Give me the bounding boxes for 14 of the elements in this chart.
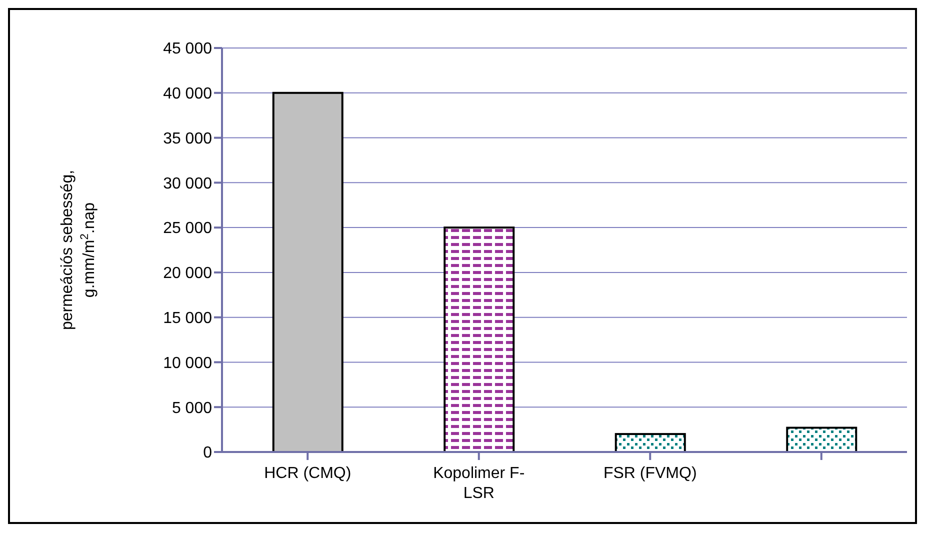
y-tick-label: 40 000 (163, 86, 212, 103)
y-tick-label: 25 000 (163, 220, 212, 238)
y-tick-label: 15 000 (163, 310, 212, 328)
y-tick-label: 30 000 (163, 175, 212, 192)
x-tick-label: FSR (FVMQ) (603, 465, 697, 482)
y-tick-label: 5 000 (172, 400, 212, 417)
bar (272, 92, 344, 452)
y-tick-label: 10 000 (163, 354, 212, 372)
x-tick-label: Kopolimer F-LSR (433, 465, 525, 502)
x-tick-label: HCR (CMQ) (264, 465, 352, 482)
y-tick-label: 45 000 (163, 40, 212, 58)
y-tick-label: 35 000 (163, 130, 212, 148)
y-tick-label: 0 (203, 444, 212, 462)
y-tick-label: 20 000 (163, 265, 212, 282)
